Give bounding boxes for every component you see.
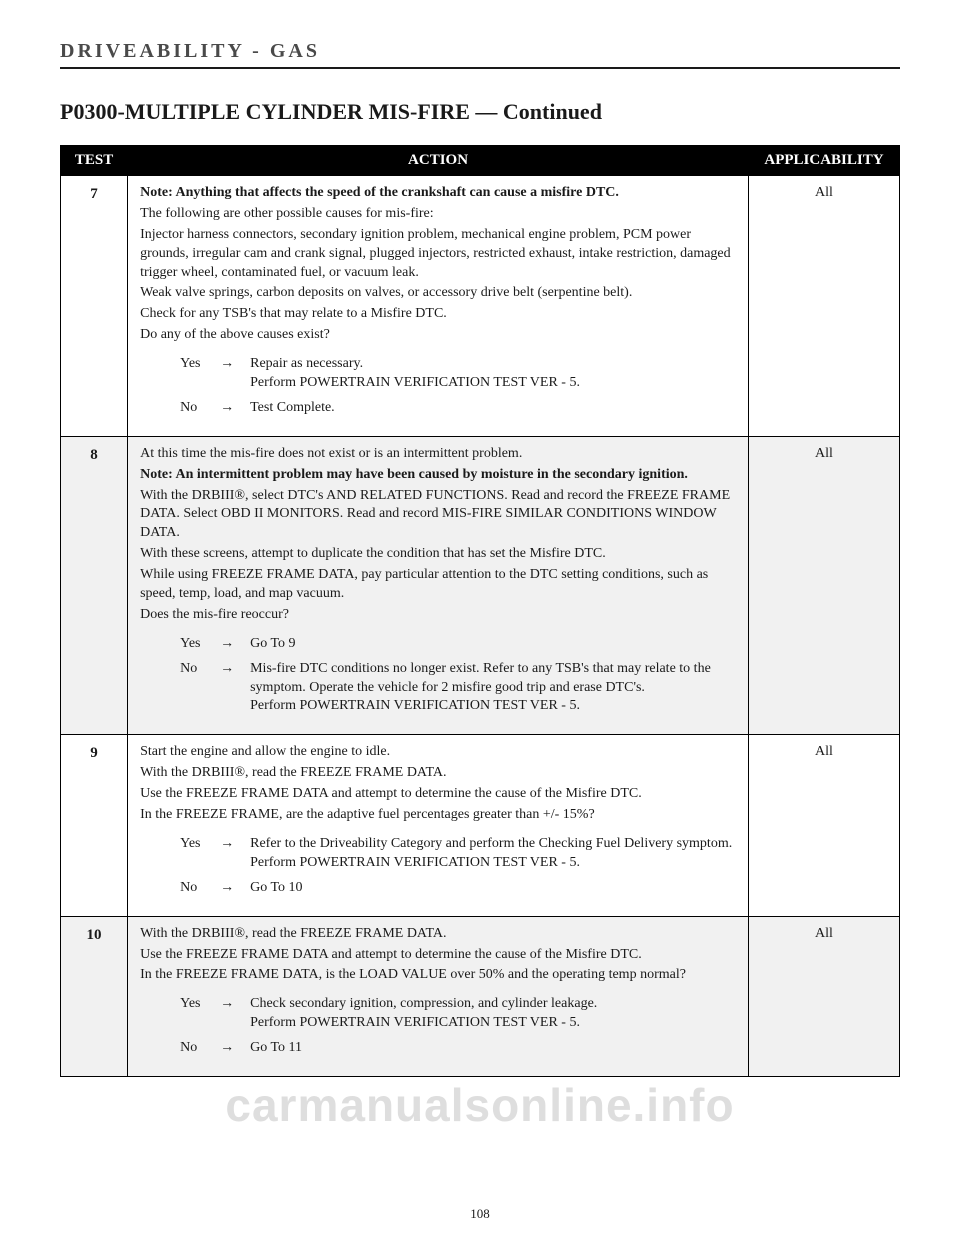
- section-header: DRIVEABILITY - GAS: [60, 40, 900, 63]
- action-text: In the FREEZE FRAME DATA, is the LOAD VA…: [140, 966, 736, 985]
- yes-no-block: Yes→Go To 9 No→Mis-fire DTC conditions no…: [180, 635, 736, 717]
- applicability-cell: All: [748, 436, 899, 735]
- yes-text: Go To 9: [250, 635, 736, 654]
- test-number: 7: [61, 176, 128, 437]
- no-label: No: [180, 399, 220, 418]
- action-text: With these screens, attempt to duplicate…: [140, 545, 736, 564]
- action-text: Start the engine and allow the engine to…: [140, 743, 736, 762]
- watermark: carmanualsonline.info: [0, 1078, 960, 1132]
- action-text: The following are other possible causes …: [140, 205, 736, 224]
- action-text: Check for any TSB's that may relate to a…: [140, 305, 736, 324]
- col-header-test: TEST: [61, 146, 128, 176]
- action-cell: Note: Anything that affects the speed of…: [128, 176, 749, 437]
- no-text: Go To 10: [250, 879, 736, 898]
- table-row: 7 Note: Anything that affects the speed o…: [61, 176, 900, 437]
- action-text: With the DRBIII®, select DTC's AND RELAT…: [140, 487, 736, 544]
- arrow-icon: →: [220, 399, 250, 418]
- yes-no-block: Yes→Check secondary ignition, compressio…: [180, 995, 736, 1058]
- col-header-action: ACTION: [128, 146, 749, 176]
- test-number: 8: [61, 436, 128, 735]
- page-number: 108: [0, 1206, 960, 1222]
- test-number: 9: [61, 735, 128, 916]
- no-label: No: [180, 879, 220, 898]
- no-row: No→Test Complete.: [180, 399, 736, 418]
- arrow-icon: →: [220, 635, 250, 654]
- table-row: 10 With the DRBIII®, read the FREEZE FRAM…: [61, 916, 900, 1076]
- yes-label: Yes: [180, 355, 220, 374]
- table-row: 8 At this time the mis-fire does not exis…: [61, 436, 900, 735]
- action-text: Weak valve springs, carbon deposits on v…: [140, 284, 736, 303]
- action-text: At this time the mis-fire does not exist…: [140, 445, 736, 464]
- action-text: Use the FREEZE FRAME DATA and attempt to…: [140, 946, 736, 965]
- action-text: Does the mis-fire reoccur?: [140, 606, 736, 625]
- continued-label: — Continued: [470, 99, 602, 124]
- test-number: 10: [61, 916, 128, 1076]
- action-text: While using FREEZE FRAME DATA, pay parti…: [140, 566, 736, 604]
- action-cell: Start the engine and allow the engine to…: [128, 735, 749, 916]
- yes-label: Yes: [180, 635, 220, 654]
- yes-row: Yes→Refer to the Driveability Category a…: [180, 835, 736, 873]
- dtc-code-name: P0300-MULTIPLE CYLINDER MIS-FIRE: [60, 99, 470, 124]
- no-row: No→Go To 10: [180, 879, 736, 898]
- yes-row: Yes→Repair as necessary.Perform POWERTRA…: [180, 355, 736, 393]
- action-text: In the FREEZE FRAME, are the adaptive fu…: [140, 806, 736, 825]
- applicability-cell: All: [748, 735, 899, 916]
- diagnostic-table: TEST ACTION APPLICABILITY 7 Note: Anythin…: [60, 145, 900, 1077]
- arrow-icon: →: [220, 660, 250, 679]
- action-text: Note: Anything that affects the speed of…: [140, 184, 736, 203]
- action-text: Do any of the above causes exist?: [140, 326, 736, 345]
- yes-text: Repair as necessary.Perform POWERTRAIN V…: [250, 355, 736, 393]
- arrow-icon: →: [220, 1039, 250, 1058]
- action-text: With the DRBIII®, read the FREEZE FRAME …: [140, 925, 736, 944]
- no-row: No→Go To 11: [180, 1039, 736, 1058]
- yes-row: Yes→Go To 9: [180, 635, 736, 654]
- action-text: Use the FREEZE FRAME DATA and attempt to…: [140, 785, 736, 804]
- no-label: No: [180, 660, 220, 679]
- yes-text: Refer to the Driveability Category and p…: [250, 835, 736, 873]
- arrow-icon: →: [220, 995, 250, 1014]
- header-rule: [60, 67, 900, 69]
- table-row: 9 Start the engine and allow the engine t…: [61, 735, 900, 916]
- arrow-icon: →: [220, 879, 250, 898]
- yes-row: Yes→Check secondary ignition, compressio…: [180, 995, 736, 1033]
- arrow-icon: →: [220, 355, 250, 374]
- no-text: Test Complete.: [250, 399, 736, 418]
- applicability-cell: All: [748, 176, 899, 437]
- arrow-icon: →: [220, 835, 250, 854]
- action-cell: At this time the mis-fire does not exist…: [128, 436, 749, 735]
- no-label: No: [180, 1039, 220, 1058]
- action-text: Note: An intermittent problem may have b…: [140, 466, 736, 485]
- no-text: Mis-fire DTC conditions no longer exist.…: [250, 660, 736, 717]
- no-text: Go To 11: [250, 1039, 736, 1058]
- no-row: No→Mis-fire DTC conditions no longer exi…: [180, 660, 736, 717]
- action-text: Injector harness connectors, secondary i…: [140, 226, 736, 283]
- yes-label: Yes: [180, 835, 220, 854]
- yes-text: Check secondary ignition, compression, a…: [250, 995, 736, 1033]
- yes-label: Yes: [180, 995, 220, 1014]
- applicability-cell: All: [748, 916, 899, 1076]
- col-header-applicability: APPLICABILITY: [748, 146, 899, 176]
- action-text: With the DRBIII®, read the FREEZE FRAME …: [140, 764, 736, 783]
- action-cell: With the DRBIII®, read the FREEZE FRAME …: [128, 916, 749, 1076]
- yes-no-block: Yes→Refer to the Driveability Category a…: [180, 835, 736, 898]
- yes-no-block: Yes→Repair as necessary.Perform POWERTRA…: [180, 355, 736, 418]
- dtc-title: P0300-MULTIPLE CYLINDER MIS-FIRE — Conti…: [60, 99, 900, 125]
